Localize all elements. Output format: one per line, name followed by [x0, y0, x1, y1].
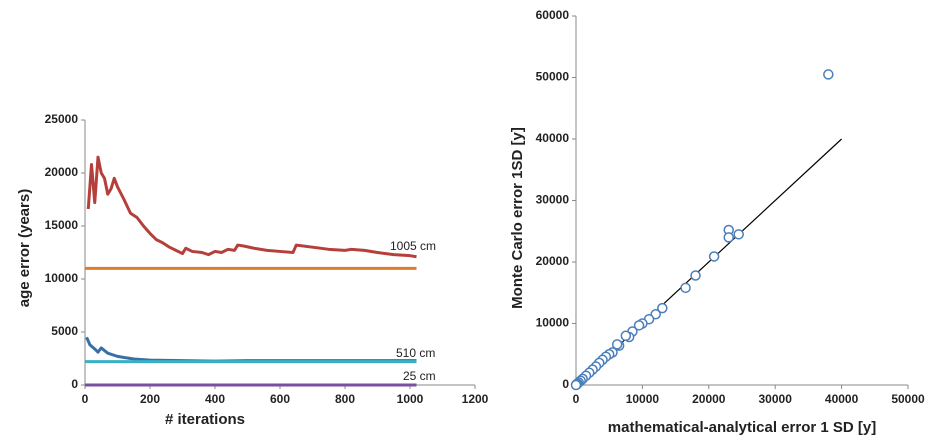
y-tick-label: 30000 — [536, 193, 570, 207]
annotation: 510 cm — [396, 346, 435, 360]
y-tick-label: 25000 — [45, 112, 79, 126]
y-tick-label: 15000 — [45, 218, 79, 232]
x-tick-label: 0 — [573, 392, 580, 406]
x-tick-label: 600 — [270, 392, 290, 406]
x-tick-label: 1000 — [397, 392, 424, 406]
series-line — [86, 155, 417, 259]
point — [708, 251, 720, 262]
y-tick-label: 20000 — [45, 165, 79, 179]
x-tick-label: 1200 — [462, 392, 489, 406]
y-tick-label: 0 — [562, 377, 569, 391]
y-tick-label: 40000 — [536, 131, 570, 145]
point — [611, 339, 623, 350]
x-tick-label: 40000 — [825, 392, 859, 406]
x-tick-label: 0 — [82, 392, 89, 406]
point — [633, 320, 645, 331]
point — [620, 330, 632, 342]
x-tick-label: 50000 — [891, 392, 925, 406]
series-line — [85, 336, 417, 363]
y-tick-label: 20000 — [536, 254, 570, 268]
point — [690, 270, 701, 281]
point — [723, 232, 734, 243]
point — [657, 302, 668, 314]
y-tick-label: 50000 — [536, 70, 570, 84]
y-tick-label: 10000 — [45, 271, 79, 285]
annotation: 25 cm — [403, 369, 436, 383]
x-tick-label: 200 — [140, 392, 160, 406]
point — [680, 282, 691, 294]
x-tick-label: 20000 — [692, 392, 726, 406]
x-axis-title: # iterations — [165, 411, 245, 428]
annotation: 1005 cm — [390, 239, 436, 253]
y-axis-title: Monte Carlo error 1SD [y] — [509, 127, 526, 309]
point — [823, 69, 834, 80]
x-tick-label: 800 — [335, 392, 355, 406]
y-tick-label: 10000 — [536, 316, 570, 330]
y-tick-label: 60000 — [536, 8, 570, 22]
point — [733, 229, 744, 240]
x-tick-label: 30000 — [759, 392, 793, 406]
x-tick-label: 10000 — [626, 392, 660, 406]
x-axis-title: mathematical-analytical error 1 SD [y] — [608, 419, 876, 436]
y-axis-title: age error (years) — [16, 189, 33, 307]
point — [570, 379, 582, 391]
y-tick-label: 0 — [71, 377, 78, 391]
y-tick-label: 5000 — [51, 324, 78, 338]
x-tick-label: 400 — [205, 392, 225, 406]
